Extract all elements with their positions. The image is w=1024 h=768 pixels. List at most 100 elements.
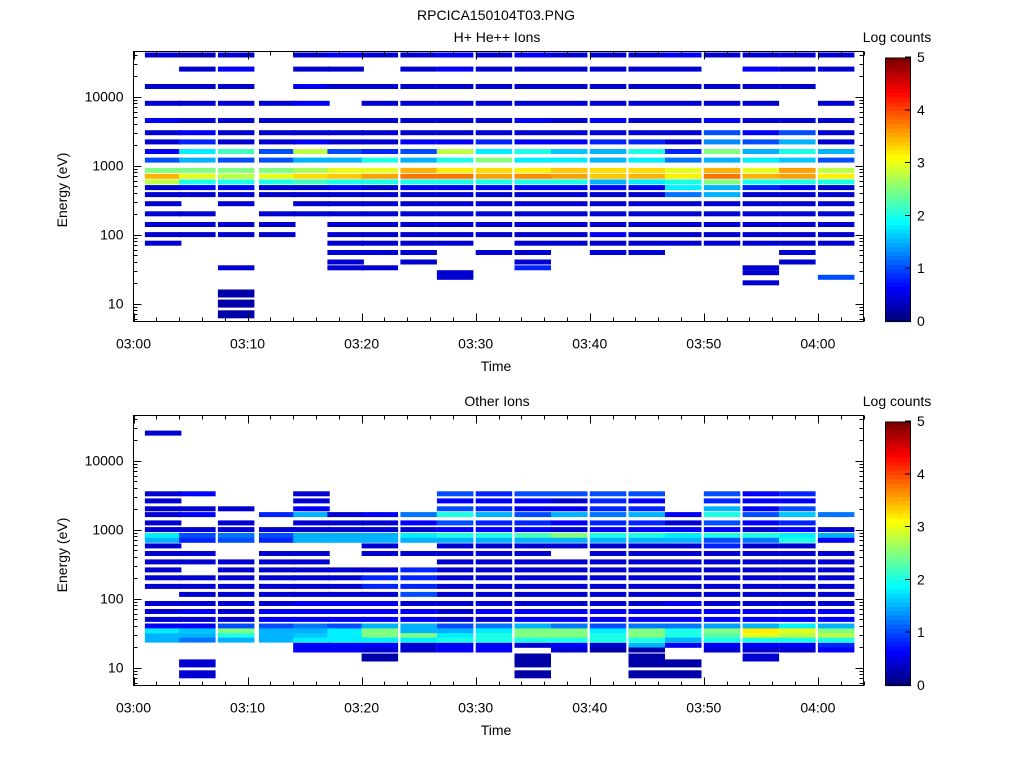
heatmap-cell (742, 130, 780, 136)
heatmap-cell (144, 192, 182, 198)
colorbar-segment (885, 527, 911, 533)
colorbar-segment (885, 447, 911, 453)
colorbar-segment (885, 92, 911, 98)
heatmap-cell (514, 559, 551, 565)
panel-other-ions: Other Ions Log counts Time Energy (eV) 0… (54, 393, 931, 738)
colorbar-segment (885, 246, 911, 252)
heatmap-cell (293, 633, 330, 639)
heatmap-cell (514, 185, 551, 191)
heatmap-cell (293, 551, 330, 556)
heatmap-cell (327, 173, 364, 179)
colorbar-segment (885, 637, 911, 643)
heatmap-cell (436, 637, 474, 643)
x-axis-label: Time (481, 358, 512, 374)
heatmap-cell (259, 628, 296, 634)
heatmap-cell (179, 670, 216, 679)
heatmap-cell (742, 139, 780, 145)
heatmap-cell (742, 583, 780, 589)
heatmap-cell (400, 185, 437, 191)
heatmap-cell (400, 232, 437, 238)
heatmap-cell (779, 628, 816, 634)
heatmap-cell (589, 149, 627, 154)
heatmap-cell (514, 659, 551, 668)
heatmap-cell (361, 575, 399, 581)
heatmap-cell (327, 616, 364, 622)
heatmap-cell (144, 211, 182, 217)
x-tick-label: 03:50 (686, 700, 721, 716)
heatmap-cell (327, 222, 364, 227)
heatmap-cell (703, 149, 741, 154)
heatmap-cell (327, 642, 364, 648)
heatmap-cell (400, 551, 437, 556)
heatmap-cell (144, 185, 182, 191)
heatmap-cell (217, 222, 255, 227)
heatmap-cell (144, 222, 182, 227)
colorbar-segment (885, 255, 911, 261)
heatmap-cell (436, 274, 474, 280)
x-tick-label: 03:10 (230, 700, 265, 716)
heatmap-cell (179, 179, 216, 185)
heatmap-cell (589, 601, 627, 606)
heatmap-cell (514, 84, 551, 89)
heatmap-cell (665, 130, 702, 136)
colorbar-segment (885, 456, 911, 462)
heatmap-cell (217, 537, 255, 543)
x-tick-label: 03:40 (572, 700, 607, 716)
heatmap-cell (293, 520, 330, 526)
heatmap-cell (779, 201, 816, 207)
heatmap-cell (628, 232, 665, 238)
heatmap-cell (361, 222, 399, 227)
heatmap-cell (144, 173, 182, 179)
heatmap-cell (703, 633, 741, 639)
heatmap-cell (217, 185, 255, 191)
heatmap-cell (361, 583, 399, 589)
heatmap-cell (742, 222, 780, 227)
heatmap-cell (293, 637, 330, 643)
axis-ticks: 03:00 03:10 03:20 03:30 03:40 03:50 04:00 10 100… (85, 51, 865, 352)
heatmap-cell (259, 623, 296, 629)
heatmap-cell (742, 623, 780, 629)
heatmap-cell (293, 66, 330, 72)
heatmap-cell (779, 157, 816, 163)
y-tick-label: 10 (108, 660, 124, 676)
colorbar-segment (885, 193, 911, 199)
heatmap-cell (436, 616, 474, 622)
heatmap-cell (628, 491, 665, 497)
heatmap-cell (259, 149, 296, 154)
heatmap-cell (779, 250, 816, 255)
heatmap-cell (779, 616, 816, 622)
heatmap-cell (742, 647, 780, 653)
heatmap-cell (327, 633, 364, 639)
heatmap-cell (703, 211, 741, 217)
heatmap-cell (589, 130, 627, 136)
colorbar-segment (885, 557, 911, 563)
colorbar-segment (885, 145, 911, 151)
heatmap-cell (703, 628, 741, 634)
heatmap-cell (327, 601, 364, 606)
heatmap-cell (779, 533, 816, 538)
heatmap-cell (475, 591, 513, 597)
heatmap-cell (703, 173, 741, 179)
heatmap-cell (703, 520, 741, 526)
heatmap-cell (361, 567, 399, 573)
heatmap-cell (551, 616, 588, 622)
heatmap-cell (144, 491, 182, 497)
heatmap-cell (703, 84, 741, 89)
heatmap-cell (475, 512, 513, 518)
heatmap-cell (259, 222, 296, 227)
heatmap-cell (475, 211, 513, 217)
heatmap-cell (259, 551, 296, 556)
heatmap-cell (361, 192, 399, 198)
heatmap-cell (551, 130, 588, 136)
heatmap-cell (665, 185, 702, 191)
colorbar-tick-label: 1 (917, 260, 925, 276)
heatmap-cell (703, 559, 741, 565)
heatmap-cell (665, 551, 702, 556)
x-tick-label: 03:40 (572, 336, 607, 352)
heatmap-cell (551, 491, 588, 497)
heatmap-cell (293, 628, 330, 634)
colorbar-segment (885, 535, 911, 541)
colorbar-segment (885, 465, 911, 471)
heatmap-cell (628, 130, 665, 136)
heatmap-cell (589, 520, 627, 526)
